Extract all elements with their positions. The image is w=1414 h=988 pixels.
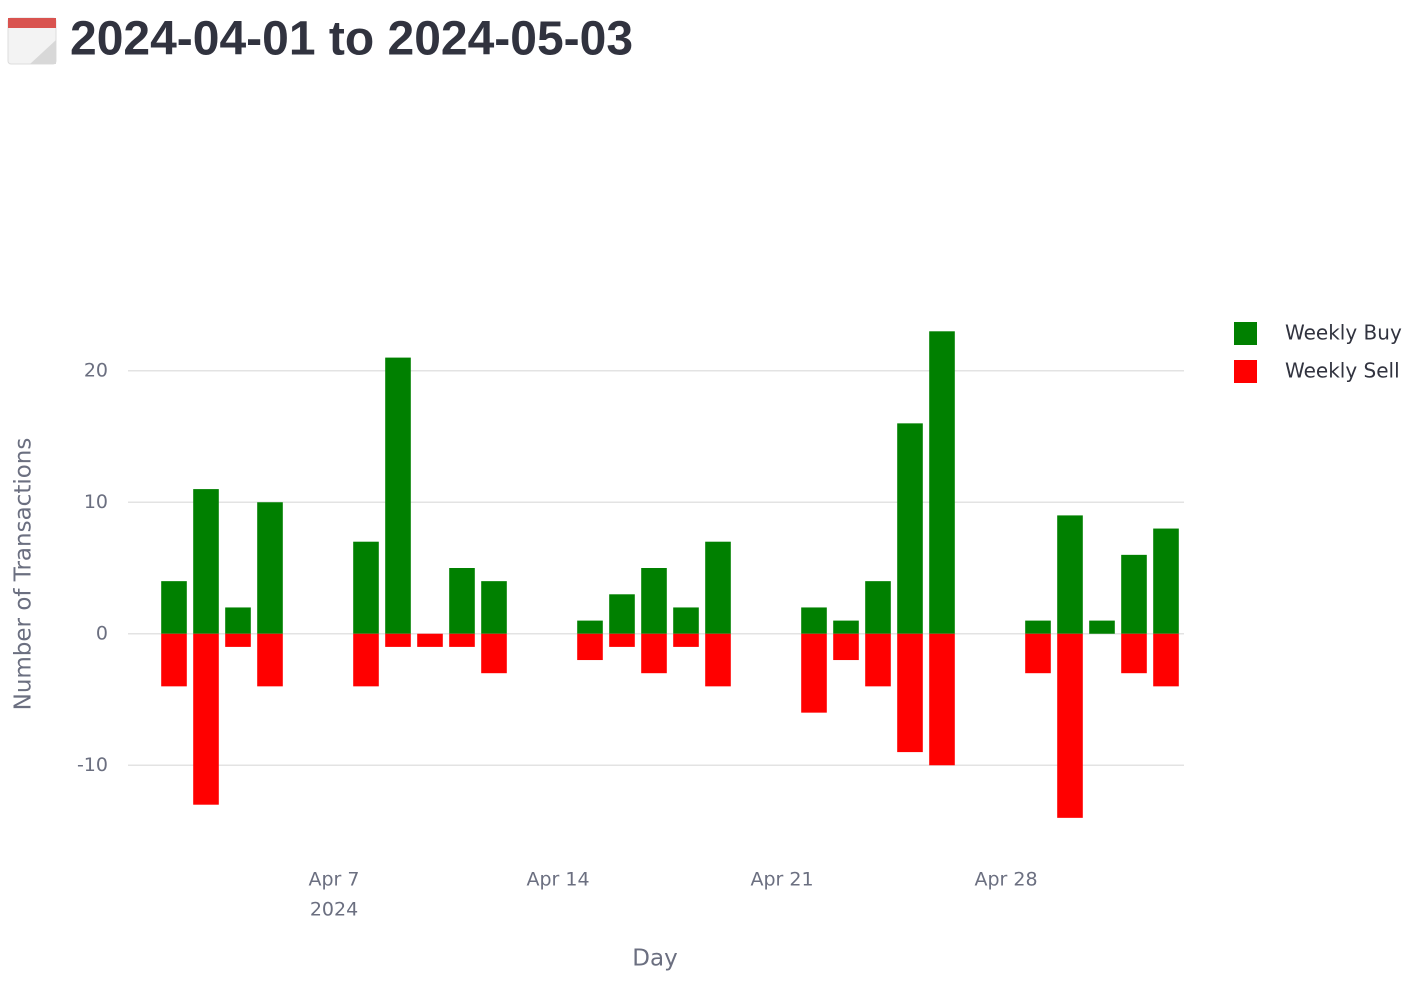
x-axis-title: Day	[632, 946, 677, 972]
bar	[481, 633, 507, 674]
y-tick-label: 0	[96, 622, 108, 644]
bar	[193, 633, 219, 805]
legend-swatch	[1234, 360, 1257, 383]
bar	[1121, 554, 1147, 634]
legend-label: Weekly Buy	[1285, 321, 1402, 345]
bar	[897, 423, 923, 634]
bar	[353, 541, 379, 634]
y-tick-label: -10	[77, 754, 108, 776]
bar	[833, 620, 859, 634]
bar	[801, 633, 827, 713]
bar	[449, 568, 475, 634]
bar	[449, 633, 475, 647]
x-tick-label: Apr 21	[750, 869, 813, 891]
bar	[481, 581, 507, 634]
bar	[417, 633, 443, 647]
y-axis-title: Number of Transactions	[11, 438, 37, 711]
bar	[193, 489, 219, 634]
bar	[257, 633, 283, 687]
bar	[865, 581, 891, 634]
bar	[1057, 633, 1083, 818]
calendar-icon	[7, 17, 57, 65]
bar	[257, 502, 283, 634]
bar	[673, 607, 699, 634]
x-tick-label: Apr 28	[974, 869, 1037, 891]
bar	[705, 633, 731, 687]
bar	[1121, 633, 1147, 674]
bar	[1089, 620, 1115, 634]
y-tick-label: 10	[84, 491, 108, 513]
y-tick-label: 20	[84, 359, 108, 381]
bar	[1025, 633, 1051, 674]
bar	[897, 633, 923, 753]
bar	[609, 633, 635, 647]
legend-label: Weekly Sell	[1285, 359, 1400, 383]
bar	[865, 633, 891, 687]
bar	[385, 357, 411, 634]
page-title: 2024-04-01 to 2024-05-03	[70, 13, 633, 66]
bar	[161, 581, 187, 634]
bar	[641, 568, 667, 634]
bar	[641, 633, 667, 674]
x-tick-label: Apr 14	[526, 869, 589, 891]
bar	[161, 633, 187, 687]
bar	[225, 633, 251, 647]
bar	[1153, 528, 1179, 634]
bar	[577, 620, 603, 634]
bar	[1057, 515, 1083, 634]
bar	[577, 633, 603, 661]
bar	[353, 633, 379, 687]
bar	[1153, 633, 1179, 687]
bar	[385, 633, 411, 647]
bar	[705, 541, 731, 634]
bar	[225, 607, 251, 634]
bar	[929, 633, 955, 766]
legend-swatch	[1234, 322, 1257, 345]
bar	[609, 594, 635, 634]
bar	[801, 607, 827, 634]
bar	[673, 633, 699, 647]
x-tick-label: Apr 7	[309, 869, 360, 891]
bar	[833, 633, 859, 661]
bar	[1025, 620, 1051, 634]
bar	[929, 331, 955, 634]
x-tick-year: 2024	[310, 899, 358, 921]
